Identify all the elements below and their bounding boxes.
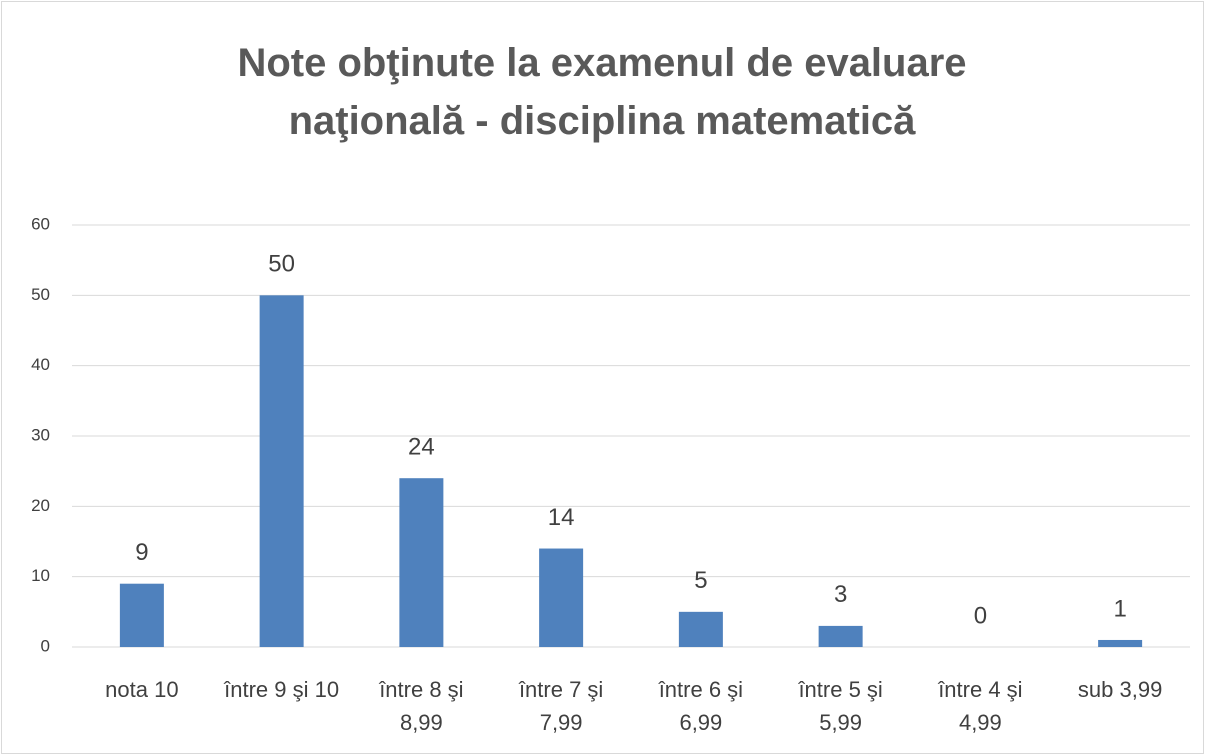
bar [539, 548, 584, 647]
bar [399, 478, 444, 647]
y-tick-label: 0 [41, 636, 50, 655]
bar [119, 583, 164, 647]
y-tick-label: 60 [31, 214, 50, 233]
data-label: 50 [268, 251, 295, 278]
data-label: 1 [1113, 595, 1126, 622]
x-tick-label: sub 3,99 [1077, 677, 1163, 702]
bar [259, 295, 304, 647]
x-tick-label: între 9 şi 10 [224, 677, 340, 702]
chart-title: Note obţinute la examenul de evaluare na… [237, 41, 967, 143]
data-label: 5 [694, 567, 707, 594]
x-tick-label: nota 10 [105, 677, 179, 702]
y-tick-label: 30 [31, 425, 50, 444]
x-tick-label: între 8 şi 8,99 [379, 677, 464, 735]
x-tick-label: între 4 şi 4,99 [938, 677, 1023, 735]
bar [1098, 639, 1143, 647]
data-label: 3 [834, 581, 847, 608]
x-tick-label: între 7 şi 7,99 [518, 677, 604, 735]
bar [818, 625, 863, 647]
bar [678, 611, 723, 647]
y-tick-label: 20 [31, 496, 50, 515]
data-label: 0 [974, 602, 987, 629]
data-label: 9 [135, 539, 148, 566]
x-tick-label: între 5 şi 5,99 [798, 677, 883, 735]
y-tick-label: 40 [31, 355, 50, 374]
y-tick-label: 50 [31, 285, 50, 304]
data-label: 24 [408, 434, 435, 461]
y-tick-label: 10 [31, 566, 50, 585]
data-label: 14 [548, 504, 575, 531]
x-tick-label: între 6 şi 6,99 [658, 677, 744, 735]
